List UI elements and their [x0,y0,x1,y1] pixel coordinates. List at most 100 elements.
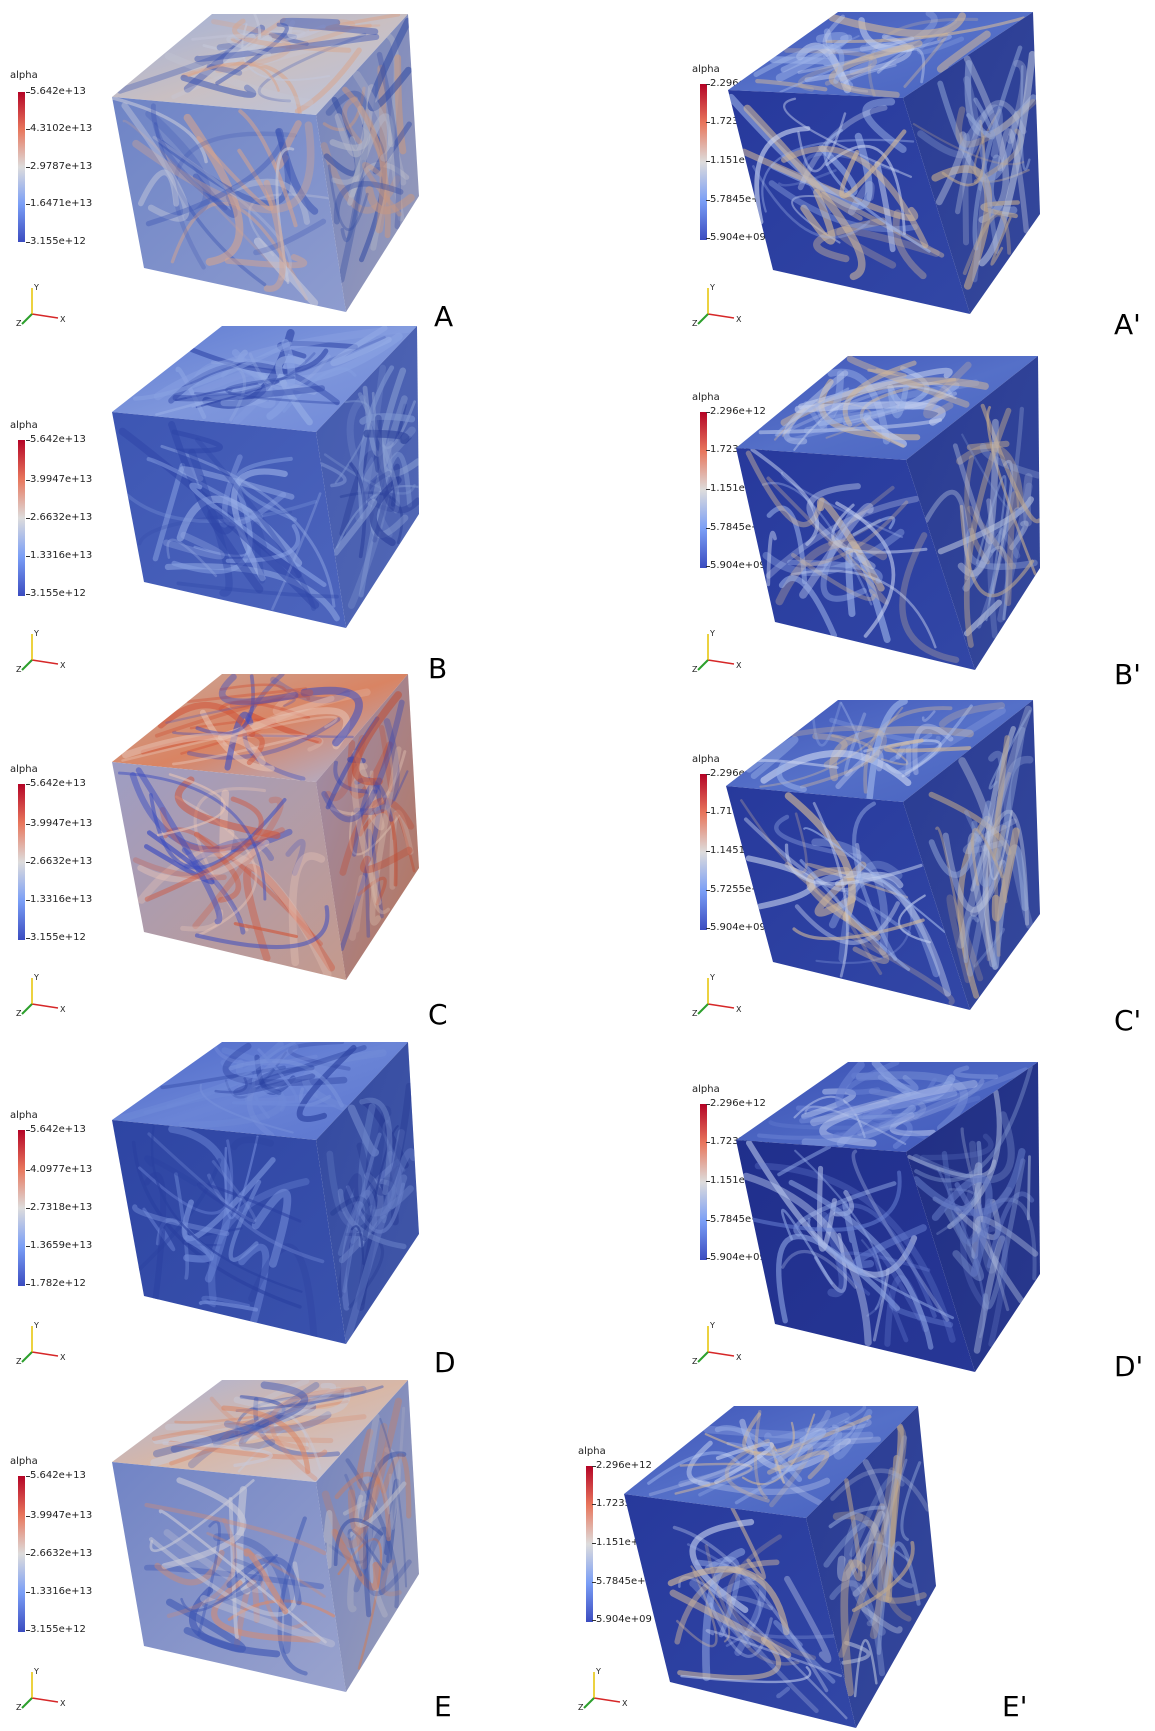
colorbar-tick: 5.7845e+11 [705,194,773,205]
volume-cube-render [624,1406,936,1728]
colorbar-tick: 3.9947e+13 [25,818,93,829]
volume-cube-render [112,1042,419,1344]
axis-x-label: X [736,1353,742,1362]
colorbar-gradient [700,84,707,240]
colorbar-tick: 2.6632e+13 [25,856,93,867]
panel-label: B' [1114,658,1141,691]
volume-cube-render [112,326,419,628]
cube-face [316,1380,419,1692]
panel-D: alpha 5.642e+13 4.0977e+13 2.7318e+13 1.… [0,1038,578,1384]
panel-label: D [434,1346,456,1379]
axis-x-label: X [736,1005,742,1014]
panel-label: B [428,652,448,685]
panel-D-prime: alpha 2.296e+12 1.7235e+12 1.151e+12 5.7… [578,1038,1155,1384]
colorbar-tick: 1.3316e+13 [25,894,93,905]
axis-x-label: X [736,661,742,670]
axis-y-label: Y [33,1321,39,1330]
cube-face [906,1062,1040,1372]
colorbar-tick: 5.904e+09 [706,232,766,243]
colorbar-gradient [18,1130,25,1286]
colorbar-tick: 4.3102e+13 [25,123,93,134]
orientation-axes: X Y Z [692,1321,742,1366]
orientation-axes: X Y Z [16,1667,66,1712]
colorbar-tick: 1.1451e+12 [705,845,773,856]
orientation-axes: X Y Z [692,973,742,1018]
colorbar-tick: 4.0977e+13 [25,1164,93,1175]
panel-label: A [434,300,454,333]
axis-x-label: X [736,315,742,324]
axis-x-label: X [622,1699,628,1708]
volume-cube-render [112,674,419,980]
colorbar-tick: 1.3316e+13 [25,1586,93,1597]
colorbar-tick: 2.6632e+13 [25,1548,93,1559]
colorbar-tick: 2.296e+12 [706,406,766,417]
colorbar-tick: 2.6632e+13 [25,512,93,523]
axis-z-label: Z [16,665,22,674]
panel-label: D' [1114,1350,1144,1383]
colorbar-tick: 5.642e+13 [26,86,86,97]
axis-x-label: X [60,1353,66,1362]
colorbar-tick: 1.3659e+13 [25,1240,93,1251]
axis-z-label: Z [578,1703,584,1712]
volume-cube-render [112,14,419,312]
panel-A-prime: alpha 2.296e+12 1.7235e+12 1.151e+12 5.7… [578,0,1155,346]
colorbar-title: alpha [692,64,720,75]
colorbar-tick: 5.7845e+11 [591,1576,659,1587]
colorbar-title: alpha [578,1446,606,1457]
volume-cube-render [736,1062,1040,1372]
panel-label: E [434,1690,452,1723]
axis-x-label: X [60,1699,66,1708]
panel-label: E' [1002,1690,1028,1723]
axis-y-label: Y [709,283,715,292]
colorbar-tick: 5.904e+09 [706,1252,766,1263]
colorbar-gradient [18,92,25,242]
panel-label: A' [1114,308,1141,341]
colorbar-gradient [18,1476,25,1632]
axis-z-label: Z [692,319,698,328]
colorbar-title: alpha [692,1084,720,1095]
axis-y-label: Y [709,973,715,982]
colorbar-tick: 5.904e+09 [592,1614,652,1625]
axis-x-label: X [60,315,66,324]
panel-E-prime: alpha 2.296e+12 1.7235e+12 1.151e+12 5.7… [578,1384,1155,1731]
orientation-axes: X Y Z [16,629,66,674]
colorbar-tick: 5.7845e+11 [705,1214,773,1225]
colorbar-tick: 5.642e+13 [26,778,86,789]
colorbar-gradient [586,1466,593,1622]
orientation-axes: X Y Z [578,1667,628,1712]
axis-y-label: Y [595,1667,601,1676]
colorbar-title: alpha [10,1110,38,1121]
colorbar-tick: 2.296e+12 [706,768,766,779]
colorbar-tick: 1.6471e+13 [25,198,93,209]
colorbar-gradient [700,774,707,930]
volume-cube-render [736,356,1040,670]
panel-C-prime: alpha 2.296e+12 1.7176e+12 1.1451e+12 5.… [578,692,1155,1038]
orientation-axes: X Y Z [16,1321,66,1366]
colorbar-tick: 5.642e+13 [26,434,86,445]
cube-face [736,448,975,670]
axis-y-label: Y [33,283,39,292]
colorbar-tick: 5.642e+13 [26,1124,86,1135]
colorbar-tick: 1.151e+12 [706,155,766,166]
colorbar-title: alpha [10,764,38,775]
panel-label: C' [1114,1004,1142,1037]
axis-z-label: Z [692,1009,698,1018]
cube-face [316,674,419,980]
volume-cube-render [726,700,1040,1010]
colorbar-tick: 5.7255e+11 [705,884,773,895]
volume-cube-render [112,1380,419,1692]
panel-label: C [428,998,448,1031]
axis-x-label: X [60,1005,66,1014]
axis-z-label: Z [16,1357,22,1366]
colorbar-tick: 5.904e+09 [706,922,766,933]
colorbar-tick: 1.782e+12 [26,1278,86,1289]
colorbar-tick: 2.9787e+13 [25,161,93,172]
colorbar-tick: 2.296e+12 [706,1098,766,1109]
colorbar-tick: 3.9947e+13 [25,1510,93,1521]
colorbar-tick: 1.151e+12 [706,483,766,494]
axis-y-label: Y [709,1321,715,1330]
colorbar-tick: 3.155e+12 [26,932,86,943]
colorbar-gradient [18,440,25,596]
panel-B-prime: alpha 2.296e+12 1.7235e+12 1.151e+12 5.7… [578,346,1155,692]
axis-y-label: Y [33,1667,39,1676]
